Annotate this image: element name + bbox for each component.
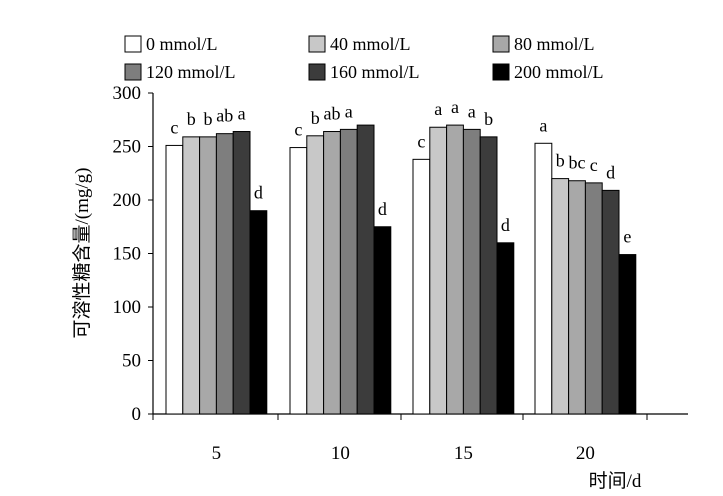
significance-label: a [451, 97, 459, 117]
bar-40mmol-L-day5 [182, 136, 201, 415]
y-axis-title: 可溶性糖含量/(mg/g) [71, 168, 93, 339]
bar-120mmol-L-day20 [584, 182, 603, 415]
x-tick-label: 20 [576, 443, 595, 464]
significance-label: ab [324, 104, 341, 124]
y-tick-label: 250 [113, 137, 142, 158]
bar-160mmol-L-day20 [601, 189, 620, 415]
legend-swatch [124, 63, 142, 81]
bar-120mmol-L-day15 [462, 128, 481, 415]
bar-160mmol-L-day5 [232, 131, 251, 415]
legend-swatch [308, 35, 326, 53]
bar-120mmol-L-day5 [215, 133, 234, 415]
bar-40mmol-L-day10 [306, 135, 325, 415]
significance-label: b [204, 109, 213, 129]
significance-label: a [345, 101, 353, 121]
x-tick-label: 15 [454, 443, 473, 464]
bar-160mmol-L-day10 [356, 124, 375, 415]
bar-200mmol-L-day10 [373, 226, 392, 415]
significance-label: b [556, 151, 565, 171]
y-tick-label: 200 [113, 190, 142, 211]
significance-label: d [254, 183, 263, 203]
legend-label: 0 mmol/L [146, 34, 218, 54]
significance-label: c [590, 155, 598, 175]
legend-label: 120 mmol/L [146, 62, 236, 82]
significance-label: e [623, 227, 631, 247]
significance-label: c [170, 117, 178, 137]
x-axis-title: 时间/d [589, 470, 642, 492]
significance-label: bc [569, 153, 586, 173]
significance-label: a [434, 99, 442, 119]
significance-label: c [294, 120, 302, 140]
significance-label: ab [216, 106, 233, 126]
bar-200mmol-L-day20 [618, 254, 637, 415]
y-tick-label: 0 [132, 404, 142, 425]
legend-swatch [308, 63, 326, 81]
legend-label: 200 mmol/L [514, 62, 604, 82]
significance-label: d [378, 199, 387, 219]
legend-swatch [124, 35, 142, 53]
legend-label: 80 mmol/L [514, 34, 595, 54]
significance-label: b [311, 108, 320, 128]
bar-40mmol-L-day20 [551, 178, 570, 415]
legend-swatch [492, 35, 510, 53]
bar-80mmol-L-day10 [323, 131, 341, 415]
y-tick-label: 150 [113, 244, 142, 265]
legend-label: 160 mmol/L [330, 62, 420, 82]
bar-200mmol-L-day5 [249, 210, 268, 415]
bar-0mmol-L-day15 [412, 158, 431, 415]
significance-label: a [468, 101, 476, 121]
y-tick-label: 50 [122, 351, 141, 372]
significance-label: b [187, 109, 196, 129]
y-tick-label: 100 [113, 297, 142, 318]
significance-label: d [606, 162, 615, 182]
legend-label: 40 mmol/L [330, 34, 411, 54]
bar-0mmol-L-day5 [165, 144, 184, 415]
significance-label: a [539, 115, 547, 135]
bar-80mmol-L-day20 [568, 180, 586, 415]
significance-label: d [501, 215, 510, 235]
y-tick-label: 300 [113, 83, 142, 104]
bar-80mmol-L-day5 [199, 136, 217, 415]
significance-label: a [238, 104, 246, 124]
bar-40mmol-L-day15 [429, 126, 448, 415]
bar-80mmol-L-day15 [446, 124, 464, 415]
legend-swatch [492, 63, 510, 81]
x-tick-label: 10 [331, 443, 350, 464]
bar-0mmol-L-day20 [534, 142, 553, 415]
x-tick-label: 5 [212, 443, 222, 464]
bar-0mmol-L-day10 [289, 147, 308, 415]
significance-label: b [484, 109, 493, 129]
bar-160mmol-L-day15 [479, 136, 498, 415]
bar-200mmol-L-day15 [496, 242, 515, 415]
significance-label: c [417, 131, 425, 151]
bar-120mmol-L-day10 [339, 128, 358, 415]
